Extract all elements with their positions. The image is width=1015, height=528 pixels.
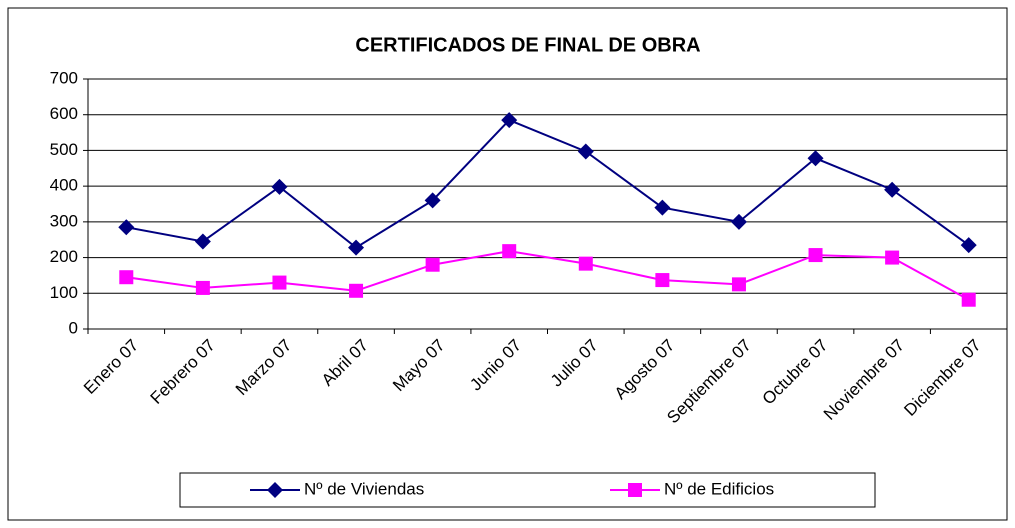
data-point [424, 192, 441, 209]
chart-title: CERTIFICADOS DE FINAL DE OBRA [355, 34, 700, 56]
data-point [577, 143, 594, 160]
y-tick-label: 300 [50, 211, 78, 230]
y-tick-label: 400 [50, 176, 78, 195]
data-point [578, 256, 593, 271]
data-point [808, 248, 823, 263]
data-point [654, 199, 671, 216]
data-point [807, 150, 824, 167]
legend-marker [267, 482, 283, 498]
data-point [731, 277, 746, 292]
data-point [118, 219, 135, 236]
legend-label: Nº de Edificios [664, 479, 774, 498]
y-tick-label: 200 [50, 247, 78, 266]
y-tick-label: 0 [69, 318, 78, 337]
data-point [960, 237, 977, 254]
data-point [961, 292, 976, 307]
data-point [730, 213, 747, 230]
data-point [272, 275, 287, 290]
y-tick-label: 700 [50, 68, 78, 87]
y-tick-label: 600 [50, 104, 78, 123]
series-line [126, 250, 970, 301]
data-point [501, 112, 518, 129]
legend-marker [628, 483, 642, 497]
y-tick-label: 500 [50, 140, 78, 159]
data-point [271, 178, 288, 195]
data-point [349, 283, 364, 298]
data-point [655, 273, 670, 288]
data-point [348, 239, 365, 256]
data-point [885, 250, 900, 265]
series-line [126, 118, 970, 249]
data-point [119, 270, 134, 285]
data-point [195, 280, 210, 295]
y-tick-label: 100 [50, 283, 78, 302]
legend-label: Nº de Viviendas [304, 479, 424, 498]
chart-frame [7, 7, 1008, 521]
data-point [502, 244, 517, 259]
data-point [884, 181, 901, 198]
data-point [194, 233, 211, 250]
data-point [425, 257, 440, 272]
